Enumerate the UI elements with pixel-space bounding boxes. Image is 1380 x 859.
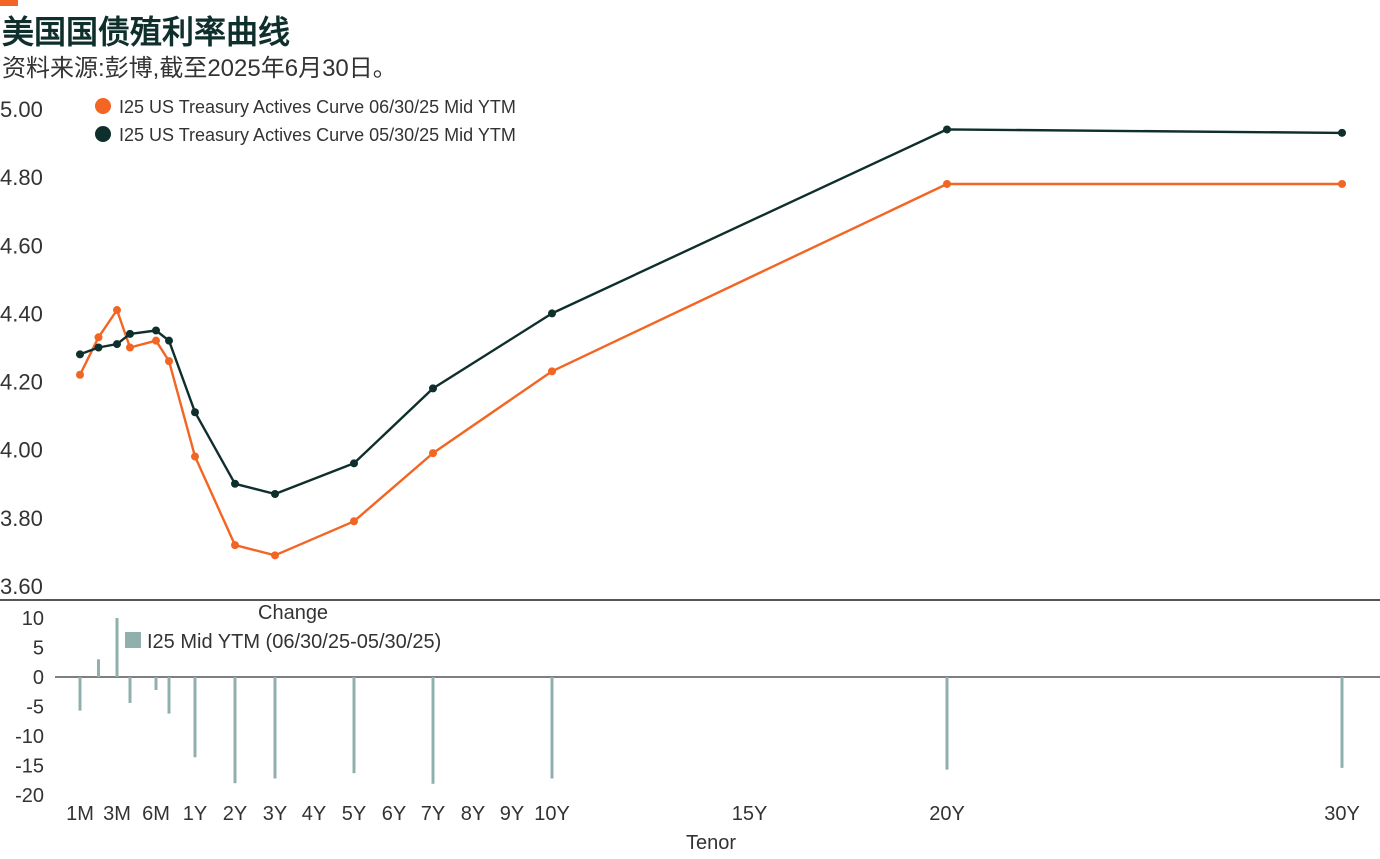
data-point [548, 309, 556, 318]
x-tick-label: 4Y [302, 803, 326, 825]
legend-label: I25 US Treasury Actives Curve 06/30/25 M… [119, 97, 516, 117]
data-point [165, 336, 174, 345]
change-bar [115, 618, 119, 677]
change-bar [431, 677, 435, 784]
y-tick-label: 4.40 [0, 301, 43, 326]
x-tick-label: 3M [103, 803, 131, 825]
data-point [429, 449, 437, 458]
x-tick-label: 6M [142, 803, 170, 825]
x-tick-label: 30Y [1324, 803, 1360, 825]
data-point [191, 408, 199, 417]
data-point [76, 350, 84, 359]
data-point [165, 357, 174, 366]
y-tick-label: 3.80 [0, 506, 43, 531]
data-point [350, 459, 358, 468]
data-point [113, 306, 121, 315]
x-tick-label: 6Y [382, 803, 406, 825]
change-bar [352, 677, 356, 774]
x-tick-label: 3Y [263, 803, 287, 825]
data-point [191, 452, 199, 461]
change-bar [167, 677, 171, 714]
x-tick-label: 1M [66, 803, 94, 825]
y-tick-label: 4.80 [0, 165, 43, 190]
data-point [1338, 128, 1346, 137]
data-point [76, 370, 84, 379]
y-tick-label: -10 [15, 726, 44, 748]
legend-marker [125, 632, 141, 648]
data-point [1338, 179, 1346, 188]
data-point [125, 329, 134, 338]
series-line [78, 182, 1342, 557]
x-tick-label: 10Y [534, 803, 570, 825]
change-bar [193, 677, 197, 758]
data-point [943, 179, 951, 188]
legend-marker [95, 98, 111, 114]
change-bar [233, 677, 237, 784]
x-tick-label: 7Y [421, 803, 445, 825]
y-tick-label: 0 [33, 667, 44, 689]
x-tick-label: 2Y [223, 803, 247, 825]
y-tick-label: 4.00 [0, 438, 43, 463]
y-tick-label: 10 [22, 608, 44, 630]
x-tick-label: 20Y [929, 803, 965, 825]
x-tick-label: 1Y [183, 803, 207, 825]
data-point [125, 343, 134, 352]
data-point [231, 541, 239, 550]
y-tick-label: 5.00 [0, 97, 43, 122]
change-bar [78, 677, 82, 711]
data-point [94, 333, 103, 342]
y-tick-label: -15 [15, 756, 44, 778]
x-tick-label: 15Y [732, 803, 768, 825]
data-point [231, 479, 239, 488]
change-bar [550, 677, 554, 779]
change-bar [154, 677, 158, 690]
change-bar [1340, 677, 1344, 768]
change-bar [273, 677, 277, 779]
data-point [152, 326, 160, 335]
panel-title: Change [258, 602, 328, 624]
data-point [350, 517, 358, 526]
data-point [94, 343, 103, 352]
y-tick-label: 3.60 [0, 574, 43, 599]
change-bar [128, 677, 132, 703]
data-point [429, 384, 437, 393]
y-tick-label: 4.20 [0, 370, 43, 395]
y-tick-label: 4.60 [0, 233, 43, 258]
x-axis-label: Tenor [686, 832, 736, 854]
x-tick-label: 9Y [500, 803, 524, 825]
data-point [548, 367, 556, 376]
chart-subtitle: 资料来源:彭博,截至2025年6月30日。 [2, 55, 397, 82]
legend-label: I25 US Treasury Actives Curve 05/30/25 M… [119, 125, 516, 145]
x-tick-label: 5Y [342, 803, 366, 825]
change-bar [945, 677, 949, 770]
chart-title: 美国国债殖利率曲线 [2, 14, 291, 50]
legend-label: I25 Mid YTM (06/30/25-05/30/25) [147, 631, 441, 653]
data-point [943, 125, 951, 134]
data-point [113, 340, 121, 349]
data-point [271, 551, 279, 560]
data-point [271, 490, 279, 499]
accent-bar [0, 0, 18, 6]
legend-marker [95, 126, 111, 142]
x-tick-label: 8Y [461, 803, 485, 825]
data-point [152, 336, 160, 345]
y-tick-label: -5 [26, 697, 44, 719]
change-bar [97, 659, 101, 677]
y-tick-label: 5 [33, 638, 44, 660]
y-tick-label: -20 [15, 785, 44, 807]
